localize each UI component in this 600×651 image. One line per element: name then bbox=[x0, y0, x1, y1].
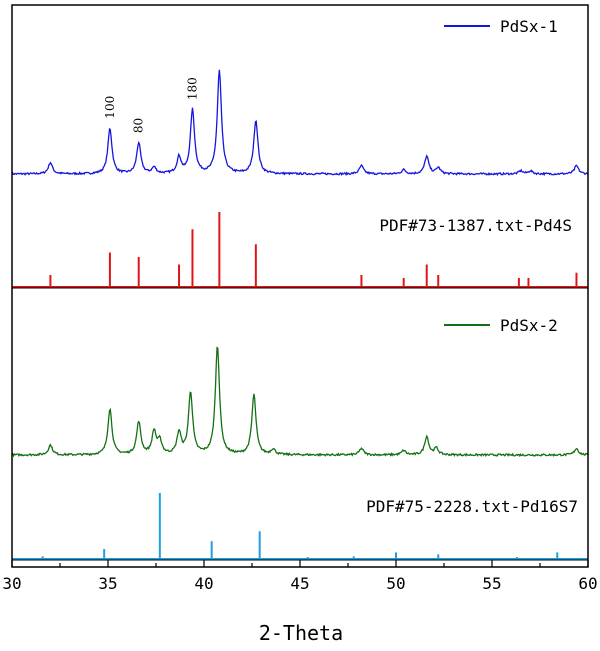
peak-annotation: 100 bbox=[103, 96, 117, 119]
x-tick-label: 45 bbox=[290, 574, 309, 593]
x-tick-label: 40 bbox=[194, 574, 213, 593]
panel-1: PdSx-1 100 80 180 bbox=[11, 17, 589, 177]
peak-annotation: 80 bbox=[132, 118, 146, 133]
peak-annotation: 180 bbox=[185, 77, 199, 100]
x-axis-label: 2-Theta bbox=[259, 621, 343, 645]
reference-label: PDF#73-1387.txt-Pd4S bbox=[379, 216, 572, 235]
x-tick-label: 50 bbox=[386, 574, 405, 593]
x-axis: 30 35 40 45 50 55 60 bbox=[2, 560, 598, 593]
panel-4: PDF#75-2228.txt-Pd16S7 bbox=[12, 493, 588, 560]
series-line-PdSx-2 bbox=[11, 346, 589, 458]
series-line-PdSx-1 bbox=[11, 69, 589, 177]
legend-label: PdSx-2 bbox=[500, 316, 558, 335]
x-tick-label: 30 bbox=[2, 574, 21, 593]
panel-3: PdSx-2 bbox=[11, 316, 589, 458]
x-tick-label: 35 bbox=[98, 574, 117, 593]
legend-label: PdSx-1 bbox=[500, 17, 558, 36]
chart-panels: PdSx-1 100 80 180 PDF#73-1387.txt-Pd4S PdSx-2… bbox=[11, 17, 589, 560]
x-tick-label: 60 bbox=[578, 574, 597, 593]
reference-label: PDF#75-2228.txt-Pd16S7 bbox=[366, 497, 578, 516]
panel-2: PDF#73-1387.txt-Pd4S bbox=[12, 212, 588, 288]
legend: PdSx-1 bbox=[444, 17, 558, 36]
legend: PdSx-2 bbox=[444, 316, 558, 335]
x-tick-label: 55 bbox=[482, 574, 501, 593]
